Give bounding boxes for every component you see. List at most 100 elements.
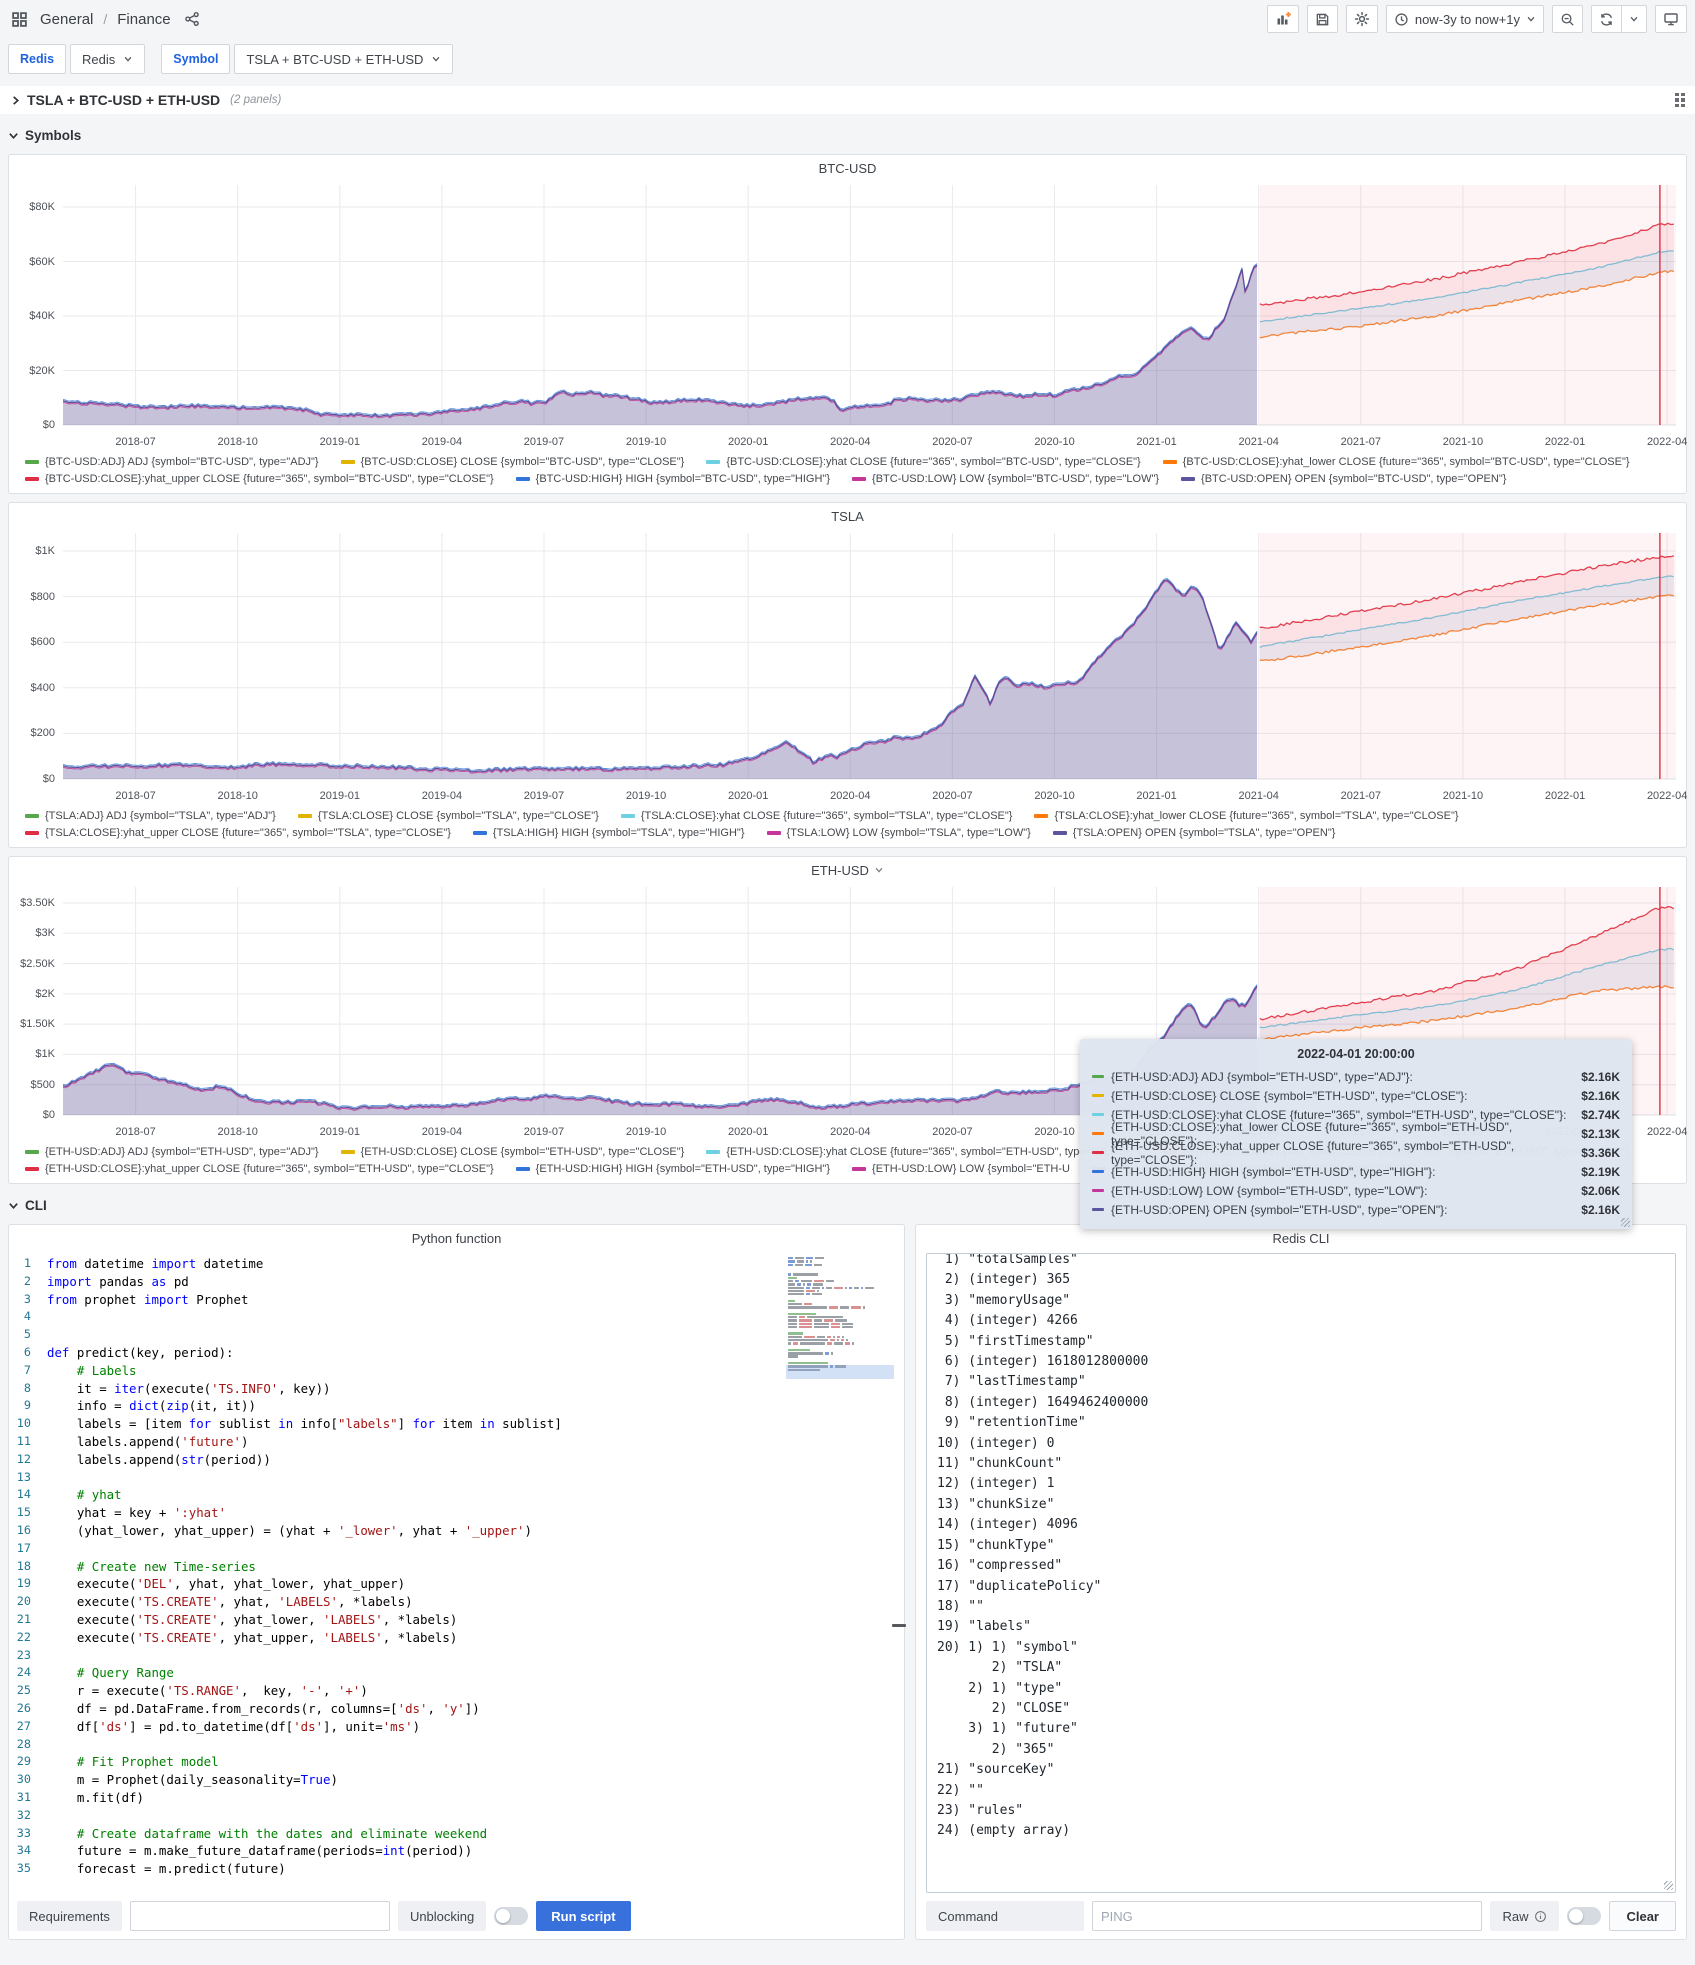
plot-area[interactable]: 2018-07 2018-10 2019-01 2019-04 2019-07 2019-…	[63, 181, 1687, 451]
resize-handle-icon[interactable]	[1621, 1218, 1630, 1227]
legend-item[interactable]: {TSLA:LOW} LOW {symbol="TSLA", type="LOW…	[766, 827, 1031, 839]
y-tick-label: $40K	[29, 310, 55, 322]
x-tick-label: 2020-07	[932, 1126, 973, 1138]
line-number: 18	[16, 1558, 31, 1573]
line-number: 15	[16, 1505, 31, 1520]
tv-mode-button[interactable]	[1655, 5, 1687, 33]
time-range-label: now-3y to now+1y	[1414, 11, 1520, 27]
legend-item[interactable]: {ETH-USD:HIGH} HIGH {symbol="ETH-USD", t…	[515, 1163, 830, 1175]
clear-button[interactable]: Clear	[1609, 1901, 1676, 1931]
series-color-swatch	[1092, 1132, 1104, 1135]
legend-item[interactable]: {BTC-USD:OPEN} OPEN {symbol="BTC-USD", t…	[1181, 473, 1506, 485]
tooltip-row: {ETH-USD:CLOSE}:yhat_lower CLOSE {future…	[1092, 1120, 1620, 1148]
dashboard-toolbar: now-3y to now+1y	[1266, 5, 1687, 33]
symbols-row-header[interactable]: Symbols	[8, 124, 1687, 146]
line-number: 31	[16, 1789, 31, 1804]
legend-color-swatch	[340, 459, 355, 464]
legend-item[interactable]: {TSLA:CLOSE} CLOSE {symbol="TSLA", type=…	[297, 810, 599, 822]
unblocking-toggle[interactable]	[494, 1907, 529, 1925]
x-axis-labels: 2018-07 2018-10 2019-01 2019-04 2019-07 2019-…	[63, 787, 1687, 805]
dashboard-row-header[interactable]: TSLA + BTC-USD + ETH-USD (2 panels)	[0, 86, 1695, 114]
panel-title[interactable]: TSLA	[831, 508, 864, 524]
zoom-out-button[interactable]	[1552, 5, 1583, 33]
run-script-button[interactable]: Run script	[536, 1901, 631, 1931]
legend-item[interactable]: {TSLA:CLOSE}:yhat_lower CLOSE {future="3…	[1034, 810, 1459, 822]
add-panel-button[interactable]	[1266, 5, 1299, 33]
tooltip-series-label: {ETH-USD:CLOSE}:yhat CLOSE {future="365"…	[1111, 1107, 1567, 1122]
panel-title[interactable]: BTC-USD	[818, 160, 877, 176]
legend-item[interactable]: {TSLA:ADJ} ADJ {symbol="TSLA", type="ADJ…	[25, 810, 276, 822]
row-title: CLI	[25, 1197, 47, 1213]
legend-item[interactable]: {ETH-USD:ADJ} ADJ {symbol="ETH-USD", typ…	[25, 1146, 319, 1158]
row-drag-handle-icon[interactable]	[1675, 92, 1685, 108]
raw-toggle[interactable]	[1567, 1907, 1602, 1925]
save-dashboard-button[interactable]	[1306, 5, 1338, 33]
dashboard-settings-button[interactable]	[1345, 5, 1378, 33]
code-line: 3 from prophet import Prophet	[9, 1291, 904, 1309]
tooltip-row: {ETH-USD:OPEN} OPEN {symbol="ETH-USD", t…	[1092, 1200, 1620, 1219]
apps-grid-icon[interactable]	[8, 8, 30, 30]
x-tick-label: 2019-10	[625, 436, 667, 448]
legend-item[interactable]: {ETH-USD:CLOSE} CLOSE {symbol="ETH-USD",…	[340, 1146, 684, 1158]
tooltip-series-value: $2.16K	[1581, 1069, 1620, 1084]
legend-color-swatch	[1052, 830, 1067, 835]
refresh-interval-dropdown[interactable]	[1622, 5, 1647, 33]
x-tick-label: 2019-10	[625, 790, 667, 802]
breadcrumb-page[interactable]: Finance	[117, 10, 171, 28]
y-tick-label: $600	[30, 636, 55, 649]
minimap-viewport[interactable]	[786, 1365, 894, 1379]
legend-item[interactable]: {TSLA:OPEN} OPEN {symbol="TSLA", type="O…	[1052, 827, 1335, 839]
legend-item[interactable]: {BTC-USD:HIGH} HIGH {symbol="BTC-USD", t…	[515, 473, 830, 485]
row-title[interactable]: TSLA + BTC-USD + ETH-USD	[27, 92, 221, 108]
requirements-input[interactable]	[129, 1901, 390, 1931]
y-tick-label: $200	[30, 727, 55, 740]
y-tick-label: $2.50K	[20, 957, 55, 970]
panel-title[interactable]: ETH-USD	[9, 857, 1686, 883]
line-number: 19	[16, 1576, 31, 1591]
legend-item[interactable]: {BTC-USD:CLOSE}:yhat_lower CLOSE {future…	[1162, 456, 1630, 468]
breadcrumb-section[interactable]: General	[40, 10, 94, 28]
command-input[interactable]	[1092, 1901, 1483, 1931]
line-number: 25	[16, 1683, 31, 1698]
x-tick-label: 2021-01	[1136, 790, 1177, 802]
panel-splitter-handle[interactable]	[892, 1624, 906, 1627]
legend-item[interactable]: {ETH-USD:CLOSE}:yhat CLOSE {future="365"…	[706, 1146, 1141, 1158]
line-number: 6	[23, 1344, 31, 1359]
legend-item[interactable]: {BTC-USD:CLOSE}:yhat_upper CLOSE {future…	[25, 473, 494, 485]
redis-output-box[interactable]: 1) "totalSamples" 2) (integer) 365 3) "m…	[926, 1253, 1676, 1893]
legend-item[interactable]: {TSLA:HIGH} HIGH {symbol="TSLA", type="H…	[472, 827, 745, 839]
variable-label-redis[interactable]: Redis	[8, 44, 67, 74]
variable-value-symbol[interactable]: TSLA + BTC-USD + ETH-USD	[234, 44, 454, 74]
resize-handle-icon[interactable]	[1664, 1881, 1673, 1890]
legend-item[interactable]: {ETH-USD:LOW} LOW {symbol="ETH-U	[852, 1163, 1070, 1175]
python-code-editor[interactable]: 1 from datetime import datetime 2 import pa…	[9, 1251, 904, 1893]
panel-title[interactable]: Redis CLI	[1272, 1230, 1330, 1246]
line-number: 21	[16, 1611, 31, 1626]
code-line: 13	[9, 1469, 904, 1487]
panel-title[interactable]: Python function	[411, 1230, 502, 1246]
plot-area[interactable]: 2018-07 2018-10 2019-01 2019-04 2019-07 2019-…	[63, 529, 1687, 805]
cli-row-header[interactable]: CLI	[8, 1194, 1687, 1216]
legend-item[interactable]: {BTC-USD:CLOSE} CLOSE {symbol="BTC-USD",…	[340, 456, 684, 468]
tooltip-series-value: $2.13K	[1581, 1126, 1620, 1141]
legend-item[interactable]: {BTC-USD:ADJ} ADJ {symbol="BTC-USD", typ…	[25, 456, 319, 468]
x-tick-label: 2019-04	[421, 790, 463, 802]
line-number: 20	[16, 1594, 31, 1609]
legend-item[interactable]: {BTC-USD:CLOSE}:yhat CLOSE {future="365"…	[706, 456, 1141, 468]
variable-value-redis[interactable]: Redis	[70, 44, 146, 74]
line-number: 30	[16, 1772, 31, 1787]
x-tick-label: 2019-01	[319, 1126, 360, 1138]
x-tick-label: 2022-04	[1646, 436, 1688, 448]
legend-item[interactable]: {BTC-USD:LOW} LOW {symbol="BTC-USD", typ…	[852, 473, 1159, 485]
legend-color-swatch	[340, 1149, 355, 1154]
refresh-button[interactable]	[1591, 5, 1622, 33]
tooltip-series-label: {ETH-USD:CLOSE}:yhat_upper CLOSE {future…	[1111, 1138, 1515, 1167]
code-minimap[interactable]	[786, 1257, 894, 1383]
legend-item[interactable]: {TSLA:CLOSE}:yhat_upper CLOSE {future="3…	[25, 827, 451, 839]
code-line: 23	[9, 1647, 904, 1665]
time-range-picker[interactable]: now-3y to now+1y	[1385, 5, 1544, 33]
legend-item[interactable]: {ETH-USD:CLOSE}:yhat_upper CLOSE {future…	[25, 1163, 494, 1175]
share-icon[interactable]	[181, 8, 203, 30]
legend-item[interactable]: {TSLA:CLOSE}:yhat CLOSE {future="365", s…	[620, 810, 1012, 822]
variable-label-symbol[interactable]: Symbol	[161, 44, 231, 74]
